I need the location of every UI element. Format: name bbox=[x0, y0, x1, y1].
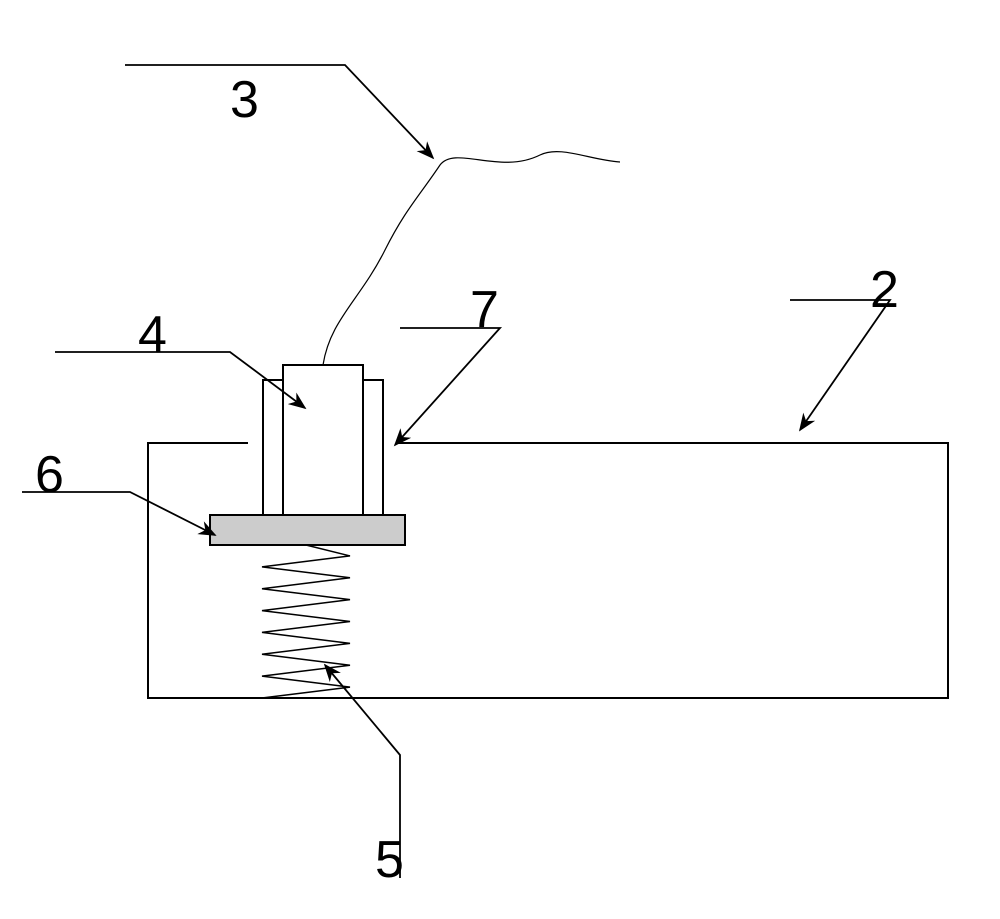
label-3: 3 bbox=[230, 70, 259, 130]
label-6: 6 bbox=[35, 445, 64, 505]
label-7: 7 bbox=[470, 280, 499, 340]
plunger-inner bbox=[283, 365, 363, 515]
spring bbox=[262, 545, 350, 698]
plate bbox=[210, 515, 405, 545]
leader-line-7 bbox=[395, 328, 500, 445]
label-5: 5 bbox=[375, 830, 404, 890]
diagram-canvas bbox=[0, 0, 1000, 919]
label-2: 2 bbox=[870, 260, 899, 320]
label-4: 4 bbox=[138, 305, 167, 365]
leader-line-3 bbox=[125, 65, 433, 158]
